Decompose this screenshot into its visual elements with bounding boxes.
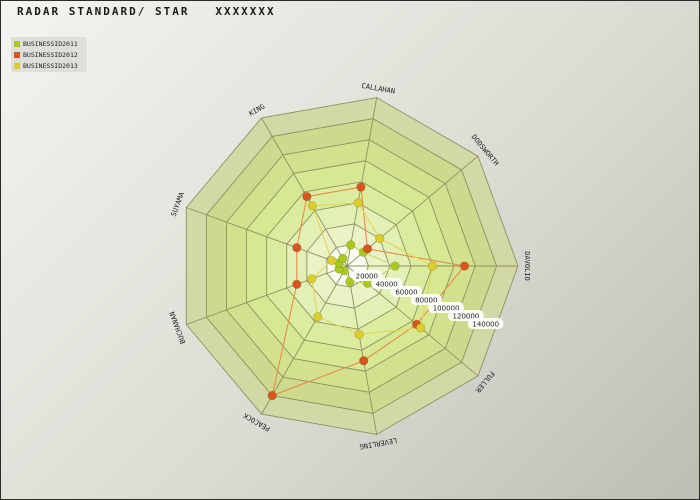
data-point-2-king	[307, 201, 317, 211]
axis-label-leverling: LEVERLING	[359, 436, 398, 450]
tick-label-100000: 100000	[433, 305, 460, 313]
legend-item-2013: BUSINESSID2013	[14, 60, 87, 71]
axis-label-buchanan: BUCHANAN	[168, 310, 187, 344]
spoke-buchanan	[186, 265, 348, 325]
data-point-1-king	[302, 191, 312, 202]
spoke-leverling	[346, 265, 378, 435]
data-point-0-callahan	[346, 240, 356, 250]
spoke-suyama	[186, 207, 348, 267]
spoke-king	[261, 117, 348, 267]
tick-label-bg-40000	[371, 278, 403, 290]
spoke-peacock	[261, 265, 348, 415]
data-point-2-dodsworth	[375, 233, 385, 244]
legend-label-2012: BUSINESSID2012	[23, 50, 78, 59]
data-point-1-davolio	[459, 261, 470, 271]
data-point-0-king	[338, 253, 348, 264]
data-point-2-fuller	[416, 323, 426, 333]
data-point-1-callahan	[356, 182, 366, 192]
legend: BUSINESSID2011 BUSINESSID2012 BUSINESSID…	[11, 37, 87, 72]
tick-label-80000: 80000	[415, 297, 437, 305]
legend-swatch-2011	[14, 40, 20, 47]
data-point-2-davolio	[427, 261, 438, 271]
data-point-1-dodsworth	[362, 244, 373, 254]
data-point-2-peacock	[313, 312, 323, 322]
data-point-1-leverling	[359, 356, 369, 366]
data-point-2-buchanan	[307, 274, 317, 284]
data-point-2-callahan	[353, 198, 363, 208]
legend-item-2011: BUSINESSID2011	[14, 38, 87, 49]
legend-label-2011: BUSINESSID2011	[23, 39, 78, 48]
axis-label-callahan: CALLAHAN	[361, 82, 396, 96]
tick-label-20000: 20000	[356, 273, 378, 281]
data-point-2-suyama	[327, 255, 337, 266]
tick-label-bg-20000	[351, 270, 383, 282]
series-line-2	[311, 202, 434, 335]
axis-label-davolio: DAVOLIO	[523, 251, 531, 281]
legend-item-2012: BUSINESSID2012	[14, 49, 87, 60]
tick-label-60000: 60000	[395, 289, 417, 297]
legend-swatch-2013	[14, 62, 20, 69]
tick-label-120000: 120000	[453, 313, 480, 321]
tick-label-140000: 140000	[472, 321, 499, 329]
data-point-1-suyama	[292, 243, 302, 253]
legend-swatch-2012	[14, 51, 20, 58]
axis-label-king: KING	[248, 102, 267, 117]
data-point-1-peacock	[267, 390, 277, 401]
tick-label-40000: 40000	[375, 281, 397, 289]
data-point-1-buchanan	[292, 279, 302, 289]
axis-label-suyama: SUYAMA	[170, 190, 186, 217]
data-point-0-leverling	[345, 277, 355, 287]
legend-label-2013: BUSINESSID2013	[23, 61, 78, 70]
tick-label-bg-140000	[467, 318, 504, 330]
tick-label-bg-60000	[390, 286, 422, 298]
data-point-2-leverling	[354, 329, 364, 340]
spoke-callahan	[346, 97, 378, 267]
series-line-1	[271, 186, 466, 397]
data-point-0-davolio	[390, 261, 400, 271]
chart-title: RADAR STANDARD/ STAR XXXXXXX	[17, 5, 276, 18]
